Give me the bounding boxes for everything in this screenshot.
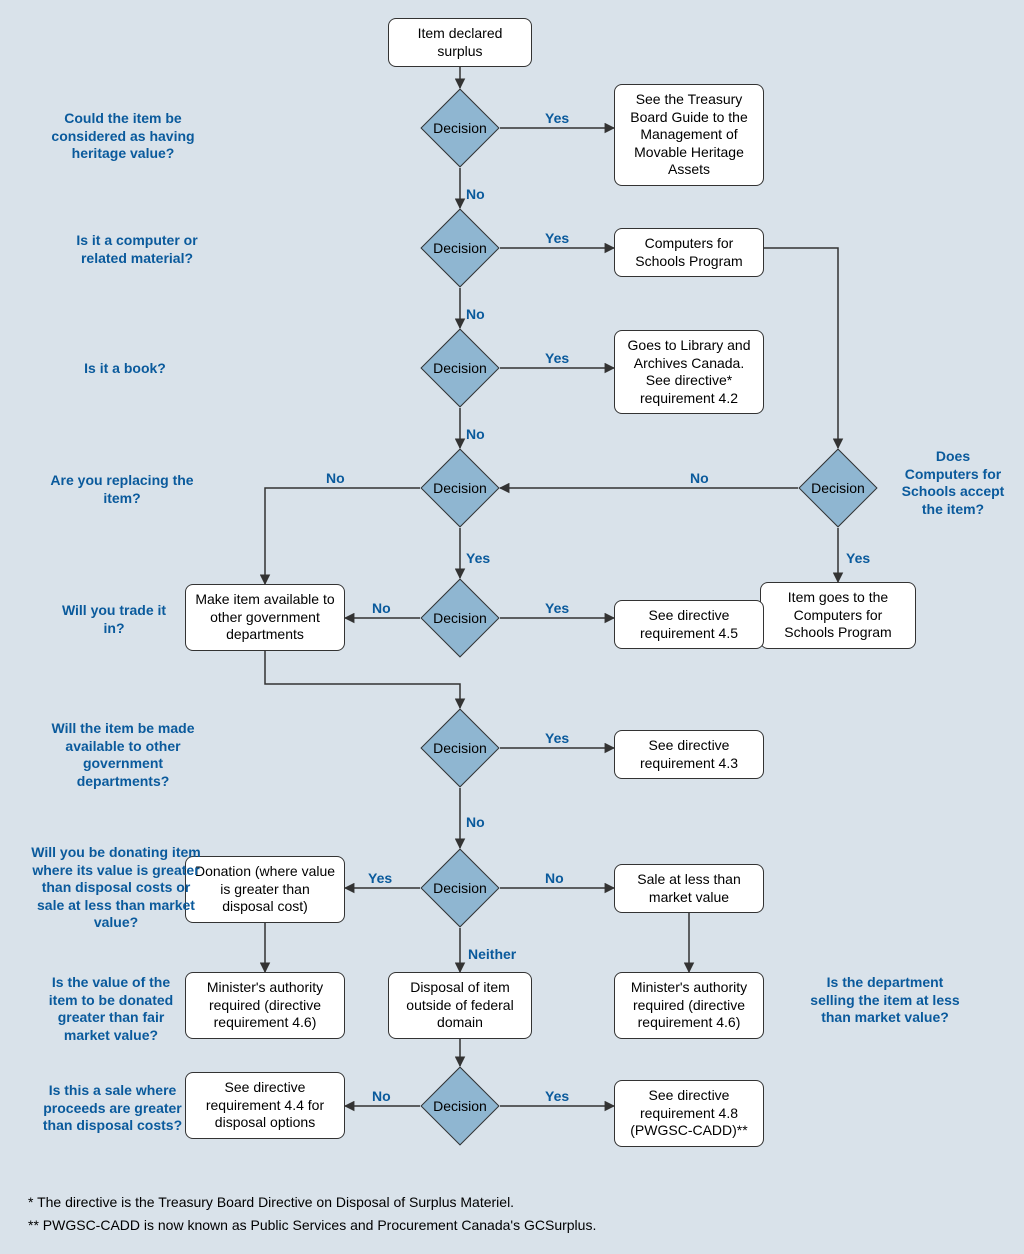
question-q1: Could the item be considered as having h… — [38, 110, 208, 163]
node-r_cfs: Item goes to the Computers for Schools P… — [760, 582, 916, 649]
node-r5y: See directive requirement 4.5 — [614, 600, 764, 649]
edge-12 — [265, 488, 318, 584]
footnote-1: * The directive is the Treasury Board Di… — [28, 1191, 596, 1213]
edge-label-14: No — [372, 600, 391, 616]
decision-d_cfs: Decision — [810, 460, 866, 516]
question-q6: Will the item be made available to other… — [38, 720, 208, 790]
edge-label-13: Yes — [545, 600, 569, 616]
node-r_min_r: Minister's authority required (directive… — [614, 972, 764, 1039]
edge-label-11: No — [326, 470, 345, 486]
footnote-2: ** PWGSC-CADD is now known as Public Ser… — [28, 1214, 596, 1236]
edge-label-10: Yes — [466, 550, 490, 566]
decision-d4: Decision — [432, 460, 488, 516]
question-q5: Will you trade it in? — [54, 602, 174, 637]
edge-label-17: No — [466, 814, 485, 830]
edge-label-6: No — [466, 426, 485, 442]
node-r8y: See directive requirement 4.8 (PWGSC-CAD… — [614, 1080, 764, 1147]
edge-label-1: No — [466, 186, 485, 202]
edge-5 — [764, 248, 838, 448]
edge-label-20: Neither — [468, 946, 516, 962]
node-r8n: See directive requirement 4.4 for dispos… — [185, 1072, 345, 1139]
decision-d8: Decision — [432, 1078, 488, 1134]
node-r3: Goes to Library and Archives Canada. See… — [614, 330, 764, 414]
question-qcfs: Does Computers for Schools accept the it… — [898, 448, 1008, 518]
footnotes: * The directive is the Treasury Board Di… — [28, 1191, 596, 1236]
node-r7no: Sale at less than market value — [614, 864, 764, 913]
edge-label-9: Yes — [846, 550, 870, 566]
decision-d2: Decision — [432, 220, 488, 276]
edge-label-8: No — [690, 470, 709, 486]
question-q7r: Is the department selling the item at le… — [810, 974, 960, 1027]
node-r1: See the Treasury Board Guide to the Mana… — [614, 84, 764, 186]
question-q4: Are you replacing the item? — [42, 472, 202, 507]
node-r5n: Make item available to other government … — [185, 584, 345, 651]
edge-label-3: No — [466, 306, 485, 322]
node-start: Item declared surplus — [388, 18, 532, 67]
decision-d6: Decision — [432, 720, 488, 776]
decision-d5: Decision — [432, 590, 488, 646]
node-r6y: See directive requirement 4.3 — [614, 730, 764, 779]
question-q7l: Is the value of the item to be donated g… — [36, 974, 186, 1044]
decision-d3: Decision — [432, 340, 488, 396]
edge-label-25: Yes — [545, 1088, 569, 1104]
decision-d1: Decision — [432, 100, 488, 156]
question-q7: Will you be donating item where its valu… — [30, 844, 202, 932]
edge-label-2: Yes — [545, 110, 569, 126]
question-q2: Is it a computer or related material? — [62, 232, 212, 267]
node-r2: Computers for Schools Program — [614, 228, 764, 277]
edge-label-16: Yes — [545, 730, 569, 746]
node-r_min_l: Minister's authority required (directive… — [185, 972, 345, 1039]
question-q3: Is it a book? — [60, 360, 190, 378]
edge-label-19: No — [545, 870, 564, 886]
question-q8: Is this a sale where proceeds are greate… — [30, 1082, 195, 1135]
decision-d7: Decision — [432, 860, 488, 916]
node-r7yes: Donation (where value is greater than di… — [185, 856, 345, 923]
edge-label-18: Yes — [368, 870, 392, 886]
edge-label-7: Yes — [545, 350, 569, 366]
edge-label-4: Yes — [545, 230, 569, 246]
node-r7nei: Disposal of item outside of federal doma… — [388, 972, 532, 1039]
edge-label-24: No — [372, 1088, 391, 1104]
